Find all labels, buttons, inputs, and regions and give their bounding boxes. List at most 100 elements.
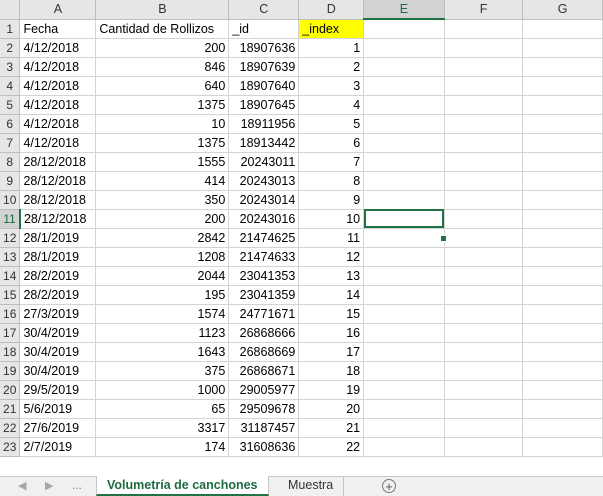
cell-fecha[interactable]: 5/6/2019 bbox=[19, 399, 97, 419]
cell-fecha[interactable]: 28/12/2018 bbox=[19, 209, 97, 229]
cell-index[interactable]: 3 bbox=[298, 76, 365, 96]
cell-empty[interactable] bbox=[444, 152, 524, 172]
cell-empty[interactable] bbox=[363, 247, 445, 267]
cell-index[interactable]: 17 bbox=[298, 342, 365, 362]
row-header[interactable]: 10 bbox=[0, 190, 21, 210]
cell-id[interactable]: 31608636 bbox=[228, 437, 300, 457]
cell-empty[interactable] bbox=[444, 361, 524, 381]
row-header[interactable]: 1 bbox=[0, 19, 21, 39]
cell-empty[interactable] bbox=[522, 38, 603, 58]
cell-index[interactable]: 19 bbox=[298, 380, 365, 400]
cell-empty[interactable] bbox=[522, 228, 603, 248]
cell-header-index[interactable]: _index bbox=[298, 19, 365, 39]
cell-empty[interactable] bbox=[522, 19, 603, 39]
row-header[interactable]: 17 bbox=[0, 323, 21, 343]
cell-empty[interactable] bbox=[522, 133, 603, 153]
cell-id[interactable]: 18907639 bbox=[228, 57, 300, 77]
cell-index[interactable]: 14 bbox=[298, 285, 365, 305]
cell-cantidad[interactable]: 10 bbox=[95, 114, 230, 134]
cell-cantidad[interactable]: 1000 bbox=[95, 380, 230, 400]
cell-empty[interactable] bbox=[444, 95, 524, 115]
cell-cantidad[interactable]: 174 bbox=[95, 437, 230, 457]
cell-empty[interactable] bbox=[522, 247, 603, 267]
row-header[interactable]: 9 bbox=[0, 171, 21, 191]
cell-cantidad[interactable]: 1643 bbox=[95, 342, 230, 362]
sheet-tab-volumetria[interactable]: Volumetría de canchones bbox=[96, 476, 269, 496]
cell-id[interactable]: 21474633 bbox=[228, 247, 300, 267]
cell-id[interactable]: 29509678 bbox=[228, 399, 300, 419]
cell-empty[interactable] bbox=[363, 38, 445, 58]
column-header-b[interactable]: B bbox=[95, 0, 230, 20]
cell-fecha[interactable]: 29/5/2019 bbox=[19, 380, 97, 400]
select-all-corner[interactable] bbox=[0, 0, 21, 20]
cell-empty[interactable] bbox=[363, 266, 445, 286]
cell-empty[interactable] bbox=[522, 57, 603, 77]
cell-index[interactable]: 13 bbox=[298, 266, 365, 286]
cell-empty[interactable] bbox=[363, 323, 445, 343]
row-header[interactable]: 21 bbox=[0, 399, 21, 419]
cell-empty[interactable] bbox=[444, 133, 524, 153]
cell-empty[interactable] bbox=[363, 228, 445, 248]
cell-id[interactable]: 31187457 bbox=[228, 418, 300, 438]
column-header-e[interactable]: E bbox=[363, 0, 445, 20]
cell-index[interactable]: 16 bbox=[298, 323, 365, 343]
cell-empty[interactable] bbox=[522, 76, 603, 96]
cell-empty[interactable] bbox=[363, 114, 445, 134]
cell-cantidad[interactable]: 350 bbox=[95, 190, 230, 210]
cell-index[interactable]: 4 bbox=[298, 95, 365, 115]
cell-index[interactable]: 15 bbox=[298, 304, 365, 324]
cell-empty[interactable] bbox=[444, 342, 524, 362]
row-header[interactable]: 18 bbox=[0, 342, 21, 362]
cell-id[interactable]: 18907636 bbox=[228, 38, 300, 58]
cell-fecha[interactable]: 30/4/2019 bbox=[19, 342, 97, 362]
cell-empty[interactable] bbox=[444, 19, 524, 39]
cell-index[interactable]: 8 bbox=[298, 171, 365, 191]
column-header-c[interactable]: C bbox=[228, 0, 300, 20]
cell-empty[interactable] bbox=[444, 418, 524, 438]
row-header[interactable]: 6 bbox=[0, 114, 21, 134]
cell-empty[interactable] bbox=[363, 361, 445, 381]
row-header[interactable]: 5 bbox=[0, 95, 21, 115]
cell-empty[interactable] bbox=[363, 380, 445, 400]
cell-empty[interactable] bbox=[522, 285, 603, 305]
active-cell[interactable] bbox=[363, 209, 445, 229]
cell-empty[interactable] bbox=[444, 323, 524, 343]
cell-fecha[interactable]: 28/2/2019 bbox=[19, 266, 97, 286]
cell-index[interactable]: 1 bbox=[298, 38, 365, 58]
row-header[interactable]: 22 bbox=[0, 418, 21, 438]
row-header[interactable]: 3 bbox=[0, 57, 21, 77]
cell-empty[interactable] bbox=[444, 38, 524, 58]
cell-empty[interactable] bbox=[363, 190, 445, 210]
row-header[interactable]: 20 bbox=[0, 380, 21, 400]
cell-empty[interactable] bbox=[522, 209, 603, 229]
cell-empty[interactable] bbox=[363, 57, 445, 77]
cell-index[interactable]: 11 bbox=[298, 228, 365, 248]
cell-fecha[interactable]: 28/12/2018 bbox=[19, 190, 97, 210]
cell-index[interactable]: 7 bbox=[298, 152, 365, 172]
cell-header-cantidad[interactable]: Cantidad de Rollizos bbox=[95, 19, 230, 39]
cell-fecha[interactable]: 30/4/2019 bbox=[19, 361, 97, 381]
cell-id[interactable]: 26868666 bbox=[228, 323, 300, 343]
cell-empty[interactable] bbox=[363, 95, 445, 115]
cell-id[interactable]: 18907645 bbox=[228, 95, 300, 115]
cell-index[interactable]: 9 bbox=[298, 190, 365, 210]
row-header[interactable]: 4 bbox=[0, 76, 21, 96]
cell-index[interactable]: 12 bbox=[298, 247, 365, 267]
cell-empty[interactable] bbox=[444, 209, 524, 229]
cell-empty[interactable] bbox=[522, 361, 603, 381]
cell-empty[interactable] bbox=[363, 152, 445, 172]
cell-cantidad[interactable]: 3317 bbox=[95, 418, 230, 438]
cell-cantidad[interactable]: 65 bbox=[95, 399, 230, 419]
cell-fecha[interactable]: 28/12/2018 bbox=[19, 171, 97, 191]
cell-id[interactable]: 18911956 bbox=[228, 114, 300, 134]
column-header-g[interactable]: G bbox=[522, 0, 603, 20]
row-header[interactable]: 23 bbox=[0, 437, 21, 457]
cell-empty[interactable] bbox=[522, 437, 603, 457]
row-header[interactable]: 7 bbox=[0, 133, 21, 153]
cell-cantidad[interactable]: 1375 bbox=[95, 133, 230, 153]
cell-empty[interactable] bbox=[444, 57, 524, 77]
cell-header-fecha[interactable]: Fecha bbox=[19, 19, 97, 39]
cell-empty[interactable] bbox=[522, 95, 603, 115]
cell-header-id[interactable]: _id bbox=[228, 19, 300, 39]
cell-id[interactable]: 26868669 bbox=[228, 342, 300, 362]
